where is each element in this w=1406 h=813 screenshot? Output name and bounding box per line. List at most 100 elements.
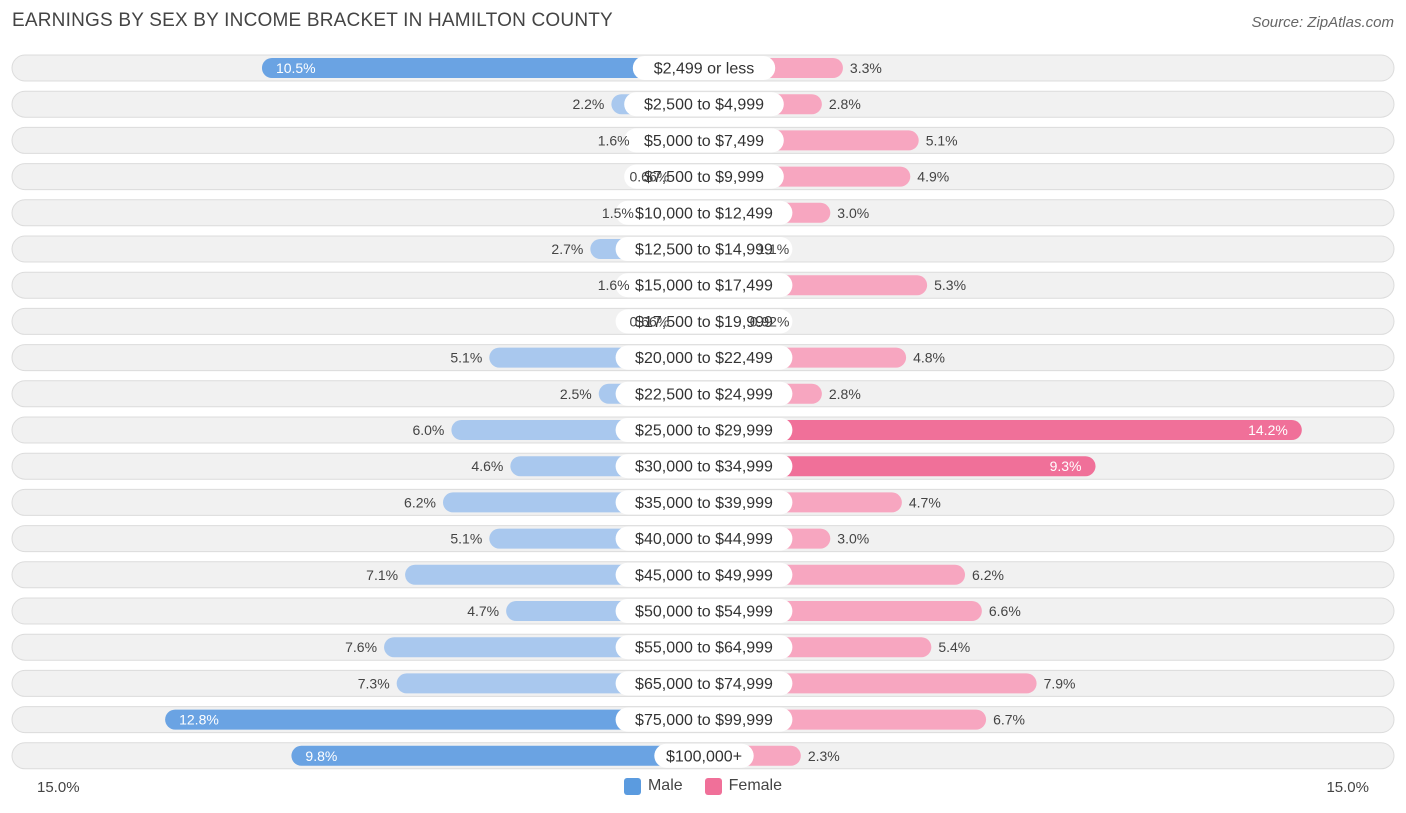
category-label-box — [615, 635, 793, 660]
female-value-label: 2.3% — [808, 748, 840, 764]
row: $5,000 to $7,499 1.6% 5.1% — [11, 126, 1395, 154]
female-value-label: 9.3% — [1050, 458, 1082, 474]
female-value-label: 3.0% — [837, 531, 869, 547]
category-label-box — [615, 526, 793, 551]
male-value-label: 10.5% — [276, 60, 316, 76]
category-label: $75,000 to $99,999 — [635, 712, 773, 729]
male-value-label: 2.2% — [572, 96, 604, 112]
category-label: $2,500 to $4,999 — [644, 97, 764, 114]
male-bar — [165, 709, 704, 730]
chart-title: EARNINGS BY SEX BY INCOME BRACKET IN HAM… — [12, 10, 613, 31]
female-value-label: 7.9% — [1044, 675, 1076, 691]
category-label-box — [615, 454, 793, 479]
row: $45,000 to $49,999 7.1% 6.2% — [11, 561, 1395, 589]
row: $50,000 to $54,999 4.7% 6.6% — [11, 597, 1395, 625]
row: $40,000 to $44,999 5.1% 3.0% — [11, 525, 1395, 553]
female-value-label: 4.9% — [917, 169, 949, 185]
male-value-label: 0.66% — [630, 313, 670, 329]
female-bar — [704, 456, 1096, 477]
category-label: $10,000 to $12,499 — [635, 205, 773, 222]
legend-label-male: Male — [647, 777, 683, 794]
male-value-label: 7.1% — [366, 567, 398, 583]
category-label-box — [624, 92, 784, 117]
female-value-label: 6.7% — [993, 712, 1025, 728]
category-label-box — [615, 562, 793, 587]
category-label-box — [615, 599, 793, 623]
source-label: Source: ZipAtlas.com — [1251, 14, 1394, 31]
male-value-label: 0.66% — [630, 169, 670, 185]
male-value-label: 7.3% — [358, 675, 390, 691]
row: $20,000 to $22,499 5.1% 4.8% — [11, 344, 1395, 372]
category-label-box — [615, 671, 793, 696]
axis-left-label: 15.0% — [37, 779, 80, 796]
row: $12,500 to $14,999 2.7% 1.1% — [11, 235, 1395, 263]
legend-label-female: Female — [728, 777, 783, 794]
legend: Male Female — [0, 777, 1406, 795]
category-label-box — [615, 381, 793, 406]
male-value-label: 1.6% — [598, 277, 630, 293]
legend-item-male: Male — [623, 777, 683, 795]
row: $30,000 to $34,999 4.6% 9.3% — [11, 452, 1395, 480]
category-label: $12,500 to $14,999 — [635, 242, 773, 259]
category-label-box — [615, 200, 793, 225]
category-label: $5,000 to $7,499 — [644, 133, 764, 150]
row: $65,000 to $74,999 7.3% 7.9% — [11, 669, 1395, 697]
male-value-label: 5.1% — [450, 350, 482, 366]
male-value-label: 12.8% — [179, 712, 219, 728]
male-value-label: 9.8% — [305, 748, 337, 764]
legend-swatch-female — [704, 777, 722, 795]
row: $55,000 to $64,999 7.6% 5.4% — [11, 633, 1395, 661]
category-label: $2,499 or less — [654, 61, 755, 78]
male-value-label: 4.6% — [471, 458, 503, 474]
female-value-label: 14.2% — [1248, 422, 1288, 438]
female-value-label: 4.7% — [909, 494, 941, 510]
female-bar — [704, 420, 1302, 440]
category-label-box — [624, 164, 784, 189]
category-label: $100,000+ — [666, 748, 742, 765]
category-label: $30,000 to $34,999 — [635, 459, 773, 476]
male-value-label: 7.6% — [345, 639, 377, 655]
row: $75,000 to $99,999 12.8% 6.7% — [11, 706, 1395, 734]
row: $2,499 or less 10.5% 3.3% — [11, 54, 1395, 82]
legend-item-female: Female — [704, 777, 783, 795]
female-value-label: 5.3% — [934, 277, 966, 293]
male-value-label: 2.7% — [551, 241, 583, 257]
male-bar — [291, 745, 704, 766]
category-label: $35,000 to $39,999 — [635, 495, 773, 512]
row: $25,000 to $29,999 6.0% 14.2% — [11, 416, 1395, 444]
category-label-box — [615, 237, 793, 261]
category-label-box — [615, 707, 793, 732]
category-label-box — [615, 273, 793, 298]
row: $35,000 to $39,999 6.2% 4.7% — [11, 488, 1395, 516]
category-label: $45,000 to $49,999 — [635, 567, 773, 584]
female-value-label: 5.1% — [926, 132, 958, 148]
male-value-label: 1.5% — [602, 205, 634, 221]
female-value-label: 3.3% — [850, 60, 882, 76]
category-label-box — [615, 345, 793, 370]
category-label-box — [624, 128, 784, 153]
category-label: $17,500 to $19,999 — [635, 314, 773, 331]
category-label: $7,500 to $9,999 — [644, 169, 764, 186]
male-bar — [261, 58, 704, 78]
category-label: $40,000 to $44,999 — [635, 531, 773, 548]
category-label-box — [632, 56, 776, 80]
male-value-label: 6.0% — [412, 422, 444, 438]
male-value-label: 6.2% — [404, 494, 436, 510]
category-label: $50,000 to $54,999 — [635, 604, 773, 621]
male-value-label: 1.6% — [598, 132, 630, 148]
male-value-label: 2.5% — [560, 386, 592, 402]
row: $15,000 to $17,499 1.6% 5.3% — [11, 271, 1395, 299]
category-label: $20,000 to $22,499 — [635, 350, 773, 367]
row: $2,500 to $4,999 2.2% 2.8% — [11, 90, 1395, 118]
female-value-label: 6.2% — [972, 567, 1004, 583]
female-value-label: 4.8% — [913, 350, 945, 366]
category-label: $65,000 to $74,999 — [635, 676, 773, 693]
category-label-box — [615, 309, 793, 334]
category-label: $55,000 to $64,999 — [635, 640, 773, 657]
female-value-label: 6.6% — [989, 603, 1021, 619]
female-value-label: 1.1% — [757, 241, 789, 257]
